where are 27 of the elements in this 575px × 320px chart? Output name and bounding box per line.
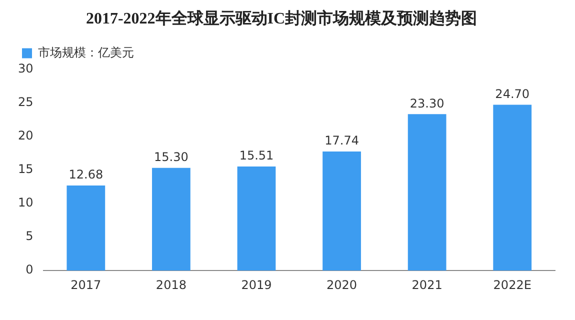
x-tick-label: 2022E <box>493 278 532 292</box>
bar <box>493 104 532 271</box>
text: 17.74 <box>324 134 359 148</box>
x-tick-label: 2017 <box>70 278 102 292</box>
y-tick-label: 10 <box>18 196 34 210</box>
bar <box>237 166 276 271</box>
x-tick-label: 2021 <box>412 278 442 292</box>
x-tick-label: 2018 <box>156 278 186 292</box>
y-tick-label: 5 <box>26 229 34 244</box>
y-tick-label: 20 <box>18 128 34 142</box>
bar <box>152 168 190 271</box>
y-tick-label: 25 <box>18 94 34 109</box>
y-tick-label: 30 <box>18 61 34 76</box>
text: 24.70 <box>495 86 530 101</box>
x-tick-label: 2020 <box>326 278 358 292</box>
legend-label: 市场规模：亿美元 <box>38 45 134 60</box>
bar <box>66 185 106 271</box>
chart-title: 2017-2022年全球显示驱动IC封测市场规模及预测趋势图 <box>86 10 478 28</box>
bar <box>408 114 446 271</box>
y-tick-label: 15 <box>18 162 34 176</box>
bar <box>322 152 361 271</box>
x-tick-label: 2019 <box>241 278 272 292</box>
text: 15.30 <box>154 150 188 164</box>
y-tick-label: 0 <box>26 262 34 277</box>
text: 12.68 <box>68 168 104 182</box>
text: 15.51 <box>239 148 274 163</box>
text: 23.30 <box>410 96 444 110</box>
